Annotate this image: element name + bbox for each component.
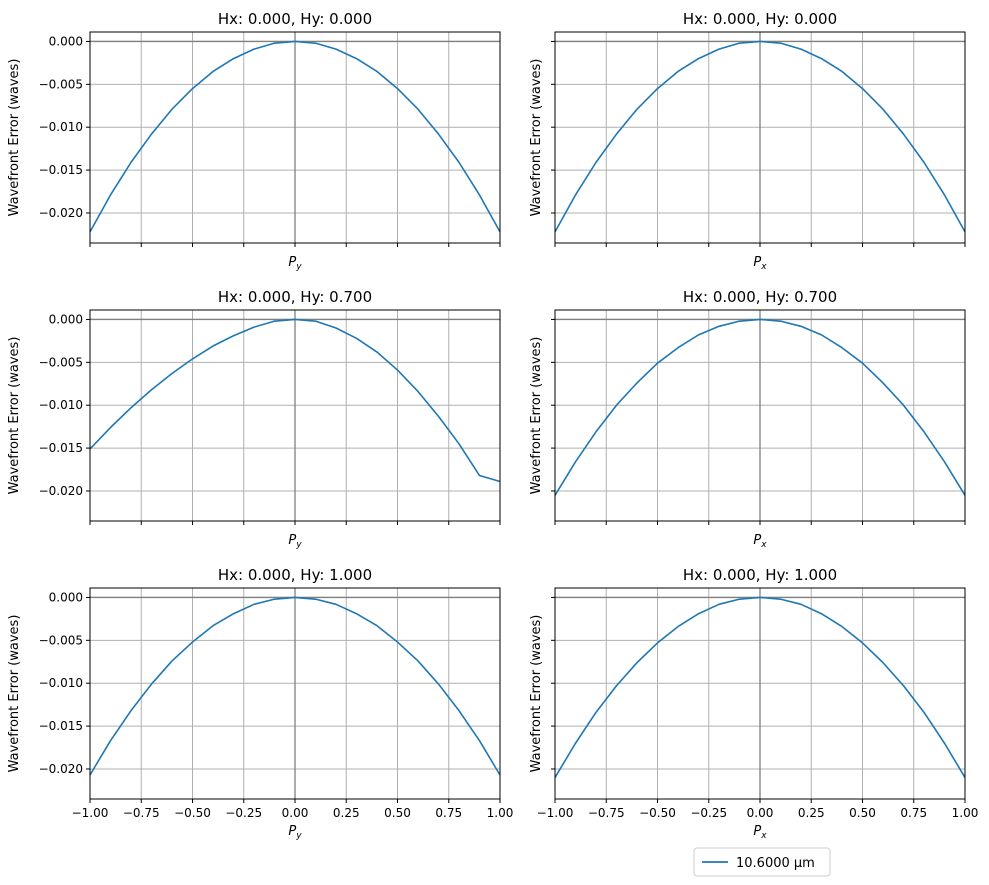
x-tick-label: 0.50: [849, 806, 876, 820]
x-tick-label: 0.25: [798, 806, 825, 820]
subplot-6: −1.00 −0.75 −0.50 −0.25 0.00 0.25 0.50 0.75 1.00…: [529, 566, 978, 841]
x-tick-label: 0.75: [900, 806, 927, 820]
subplot-title: Hx: 0.000, Hy: 1.000: [218, 566, 372, 584]
subplot-1: 0.000 −0.005 −0.010 −0.015 −0.020 Hx: 0.000, …: [7, 10, 501, 272]
x-axis-label: Px: [753, 533, 767, 550]
x-axis-label: Py: [288, 824, 302, 841]
subplot-title: Hx: 0.000, Hy: 1.000: [683, 566, 837, 584]
x-tick-label: 0.75: [435, 806, 462, 820]
y-tick-label: −0.020: [39, 762, 83, 776]
y-tick-label: 0.000: [49, 312, 83, 326]
y-axis-label: Wavefront Error (waves): [7, 337, 22, 495]
x-tick-label: −0.50: [639, 806, 676, 820]
y-axis-label: Wavefront Error (waves): [529, 59, 544, 217]
y-axis-label: Wavefront Error (waves): [7, 59, 22, 217]
x-tick-label: 0.00: [282, 806, 309, 820]
y-axis-label: Wavefront Error (waves): [529, 615, 544, 773]
subplot-title: Hx: 0.000, Hy: 0.000: [218, 10, 372, 28]
series-line: [89, 596, 501, 776]
x-tick-label: −0.25: [690, 806, 727, 820]
x-tick-label: −0.50: [174, 806, 211, 820]
x-tick-label: −0.75: [123, 806, 160, 820]
y-tick-label: −0.005: [39, 633, 83, 647]
x-axis-label: Px: [753, 824, 767, 841]
x-tick-label: −0.25: [225, 806, 262, 820]
subplot-title: Hx: 0.000, Hy: 0.700: [218, 288, 372, 306]
y-tick-label: −0.010: [39, 120, 83, 134]
legend-label: 10.6000 µm: [736, 856, 815, 871]
x-tick-label: 1.00: [487, 806, 514, 820]
y-tick-label: −0.020: [39, 206, 83, 220]
y-tick-label: −0.015: [39, 441, 83, 455]
series-line: [89, 318, 501, 483]
legend-box: [693, 847, 831, 877]
x-tick-label: 0.50: [384, 806, 411, 820]
x-axis-label: Py: [288, 255, 302, 272]
y-axis-label: Wavefront Error (waves): [529, 337, 544, 495]
subplot-title: Hx: 0.000, Hy: 0.000: [683, 10, 837, 28]
subplot-3: 0.000 −0.005 −0.010 −0.015 −0.020 Hx: 0.000, …: [7, 288, 501, 550]
series-line: [554, 40, 966, 233]
x-tick-label: −0.75: [588, 806, 625, 820]
y-tick-label: −0.005: [39, 355, 83, 369]
y-tick-label: −0.010: [39, 676, 83, 690]
x-tick-label: 0.00: [747, 806, 774, 820]
series-line: [554, 318, 966, 496]
x-axis-label: Px: [753, 255, 767, 272]
subplot-2: Hx: 0.000, Hy: 0.000 Px Wavefront Error (w…: [529, 10, 966, 272]
y-tick-label: −0.015: [39, 163, 83, 177]
x-tick-label: 1.00: [952, 806, 979, 820]
y-tick-label: −0.005: [39, 77, 83, 91]
series-line: [554, 596, 966, 778]
y-axis-label: Wavefront Error (waves): [7, 615, 22, 773]
series-line: [89, 40, 501, 233]
y-tick-label: −0.010: [39, 398, 83, 412]
legend: 10.6000 µm: [693, 847, 831, 877]
x-tick-label: 0.25: [333, 806, 360, 820]
y-tick-label: 0.000: [49, 34, 83, 48]
x-tick-label: −1.00: [537, 806, 574, 820]
subplot-5: −1.00 −0.75 −0.50 −0.25 0.00 0.25 0.50 0.75 1.00…: [7, 566, 513, 841]
subplot-4: Hx: 0.000, Hy: 0.700 Px Wavefront Error (w…: [529, 288, 966, 550]
x-tick-label: −1.00: [72, 806, 109, 820]
subplot-title: Hx: 0.000, Hy: 0.700: [683, 288, 837, 306]
y-tick-label: −0.015: [39, 719, 83, 733]
x-axis-label: Py: [288, 533, 302, 550]
y-tick-label: −0.020: [39, 484, 83, 498]
y-tick-label: 0.000: [49, 590, 83, 604]
